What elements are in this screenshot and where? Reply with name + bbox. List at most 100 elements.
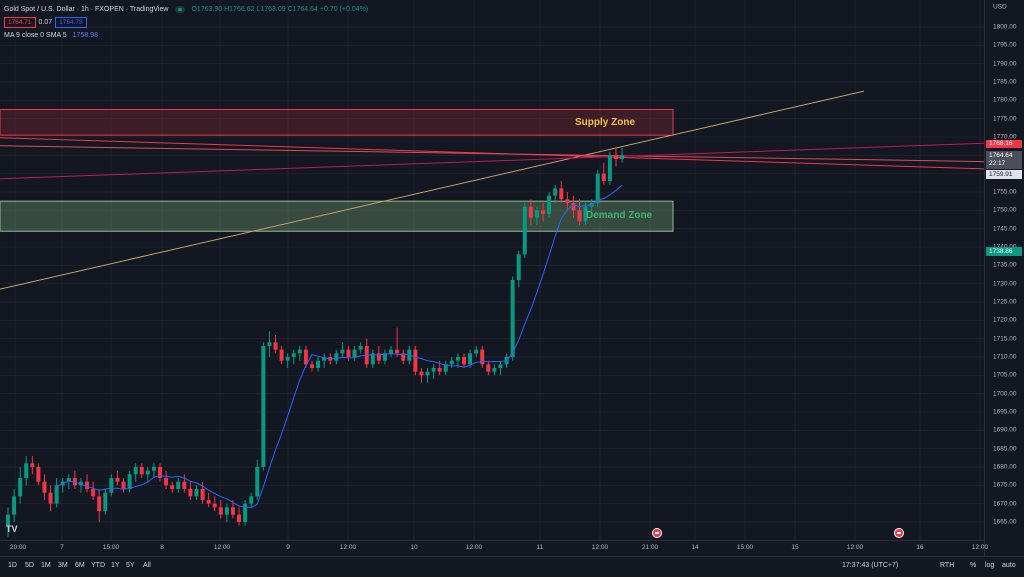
timeframe-button-6m[interactable]: 6M: [75, 562, 85, 569]
time-tick-label: 12:00: [213, 544, 231, 551]
candle-body: [127, 474, 132, 489]
price-tag-green: 1738.86: [986, 247, 1022, 256]
supply-zone: [0, 109, 674, 136]
candle-body: [218, 507, 223, 515]
candle-body: [279, 349, 284, 361]
ma-indicator-value: 1758.98: [72, 32, 98, 39]
price-tick-label: 1695.00: [993, 408, 1017, 416]
candle-body: [534, 210, 539, 218]
candle-body: [97, 496, 102, 511]
bar-countdown: 22:17: [989, 160, 1006, 167]
time-tick-label: 15:00: [736, 544, 754, 551]
trendline-ascending: [0, 90, 865, 290]
economic-event-icon[interactable]: [652, 528, 662, 538]
candle-body: [139, 467, 144, 475]
time-tick-label: 10: [410, 544, 418, 551]
candle-body: [492, 368, 497, 372]
candle-body: [474, 349, 479, 354]
candle-body: [91, 489, 96, 497]
price-tick-label: 1690.00: [993, 426, 1017, 434]
candle-body: [18, 478, 23, 497]
timeframe-button-5d[interactable]: 5D: [25, 562, 34, 569]
candle-body: [407, 349, 412, 361]
candle-body: [316, 360, 321, 368]
chart-canvas[interactable]: [0, 0, 984, 540]
candle-body: [614, 155, 618, 159]
price-tick-label: 1730.00: [993, 280, 1017, 288]
candle-body: [145, 470, 150, 475]
clock-timezone[interactable]: 17:37:43 (UTC+7): [842, 562, 899, 569]
candle-body: [583, 206, 588, 222]
price-tick-label: 1790.00: [993, 60, 1017, 68]
time-tick-label: 20:00: [9, 544, 27, 551]
timeframe-button-ytd[interactable]: YTD: [91, 562, 105, 569]
price-tick-label: 1755.00: [993, 188, 1017, 196]
sell-price-button[interactable]: 1764.71: [4, 17, 36, 28]
timeframe-button-3m[interactable]: 3M: [58, 562, 68, 569]
candle-body: [78, 481, 83, 486]
candle-body: [376, 353, 381, 361]
candle-body: [565, 199, 570, 203]
candle-body: [419, 371, 424, 376]
price-tick-label: 1750.00: [993, 206, 1017, 214]
price-tick-label: 1800.00: [993, 23, 1017, 31]
candle-body: [370, 353, 375, 365]
supply-zone-label: Supply Zone: [575, 117, 635, 128]
timeframe-button-all[interactable]: All: [143, 562, 151, 569]
session-toggle[interactable]: RTH: [940, 562, 955, 569]
price-tick-label: 1720.00: [993, 316, 1017, 324]
candle-body: [620, 155, 625, 159]
candle-body: [85, 481, 90, 489]
buy-price-button[interactable]: 1764.78: [55, 17, 87, 28]
candle-body: [121, 481, 126, 489]
candle-body: [261, 346, 266, 467]
candle-body: [468, 353, 473, 365]
price-tick-label: 1735.00: [993, 261, 1017, 269]
candle-body: [115, 478, 120, 482]
time-tick-label: 7: [60, 544, 64, 551]
candle-body: [358, 346, 363, 350]
price-chart[interactable]: Gold Spot / U.S. Dollar · 1h · FXOPEN · …: [0, 0, 984, 540]
legend-indicator-row: MA 9 close 0 SMA 5 1758.98: [4, 29, 368, 42]
candle-body: [437, 368, 442, 372]
candle-body: [54, 485, 59, 504]
last-price-tag: 1764.64 22:17: [986, 151, 1022, 169]
spread-value: 0.07: [38, 19, 53, 26]
price-axis[interactable]: USD 1800.00 1795.00 1790.00 1785.00 1780.00 1…: [984, 0, 1024, 556]
ma-indicator-label[interactable]: MA 9 close 0 SMA 5: [4, 32, 67, 39]
candle-body: [267, 342, 272, 346]
time-tick-label: 12:00: [971, 544, 989, 551]
candle-body: [230, 507, 235, 515]
timeframe-button-1m[interactable]: 1M: [41, 562, 51, 569]
candle-body: [443, 364, 448, 372]
time-axis[interactable]: 20:00 7 15:00 8 12:00 9 12:00 10 12:00 11 12:00 21:…: [0, 540, 988, 557]
candle-body: [431, 368, 436, 372]
percent-scale-toggle[interactable]: %: [970, 562, 977, 569]
candle-body: [577, 210, 582, 222]
tradingview-logo[interactable]: TV: [6, 524, 18, 534]
candle-body: [151, 467, 156, 471]
price-tick-label: 1710.00: [993, 353, 1017, 361]
candle-body: [401, 353, 406, 361]
time-tick-label: 11: [536, 544, 544, 551]
auto-scale-toggle[interactable]: auto: [1002, 562, 1016, 569]
candle-body: [176, 481, 181, 489]
price-tick-label: 1745.00: [993, 225, 1017, 233]
price-axis-currency[interactable]: USD: [993, 3, 1007, 11]
trendline-resistance: [0, 145, 984, 163]
candle-body: [164, 478, 169, 486]
time-tick-label: 12:00: [339, 544, 357, 551]
candle-body: [24, 463, 29, 478]
candle-body: [595, 173, 600, 203]
candle-body: [6, 514, 10, 526]
ohlc-values: O1763.90 H1766.62 L1763.09 C1764.64 +0.7…: [191, 6, 369, 13]
timeframe-button-1y[interactable]: 1Y: [111, 562, 120, 569]
time-tick-label: 12:00: [846, 544, 864, 551]
symbol-title[interactable]: Gold Spot / U.S. Dollar · 1h · FXOPEN · …: [4, 6, 169, 13]
timeframe-button-5y[interactable]: 5Y: [126, 562, 135, 569]
candle-body: [547, 195, 552, 214]
time-tick-label: 14: [691, 544, 699, 551]
timeframe-button-1d[interactable]: 1D: [8, 562, 17, 569]
log-scale-toggle[interactable]: log: [985, 562, 995, 569]
economic-event-icon[interactable]: [894, 528, 904, 538]
